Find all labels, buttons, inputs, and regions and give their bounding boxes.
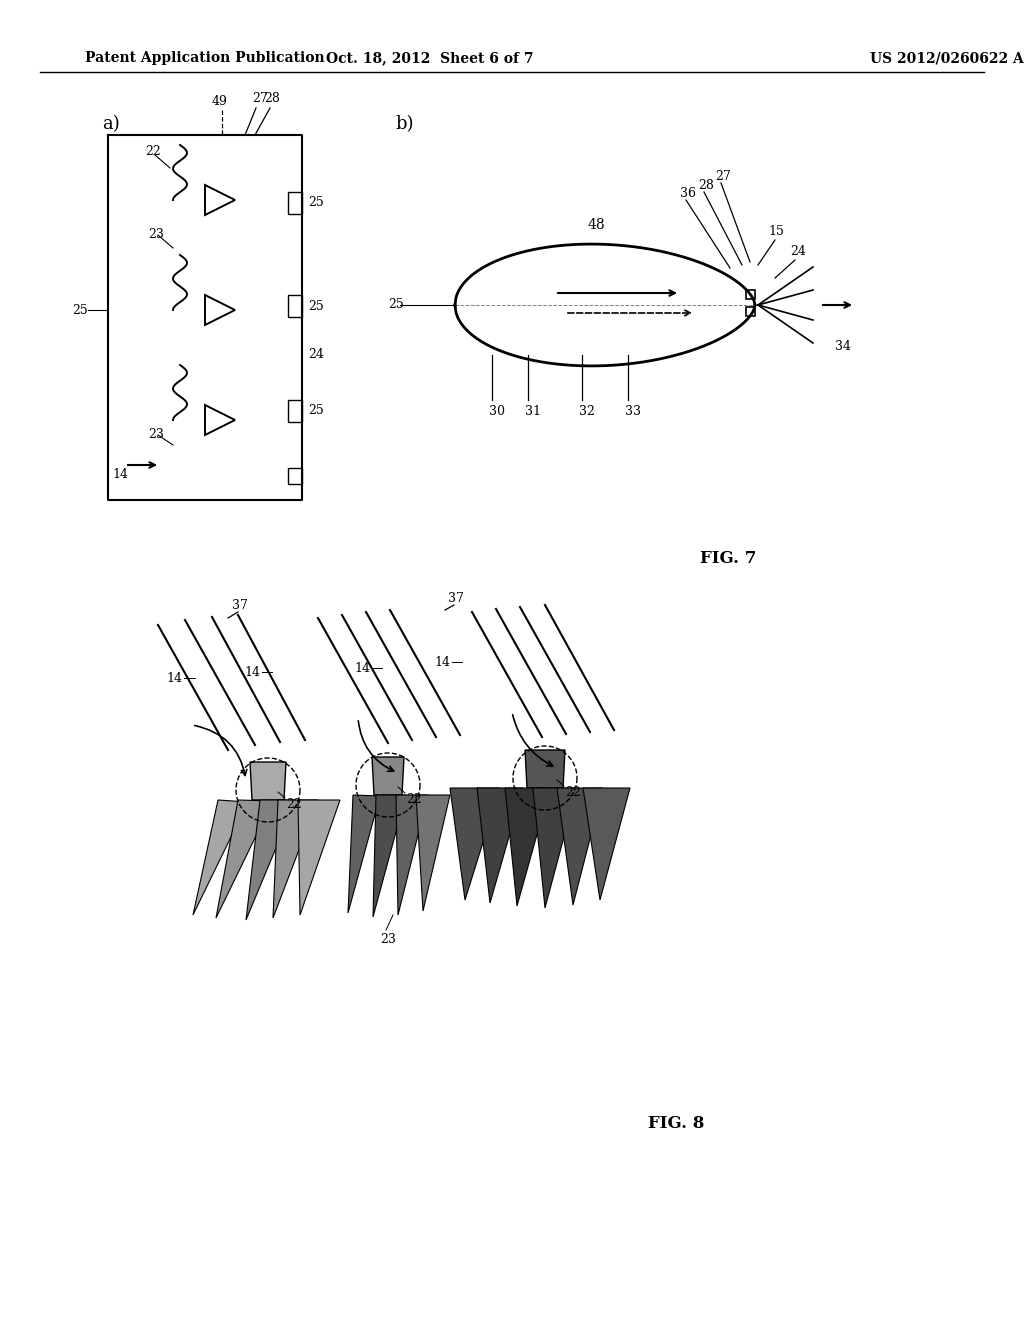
Text: Patent Application Publication: Patent Application Publication xyxy=(85,51,325,65)
Polygon shape xyxy=(273,800,318,917)
Text: 14: 14 xyxy=(434,656,450,668)
Polygon shape xyxy=(348,795,380,913)
Text: 24: 24 xyxy=(308,348,324,362)
Text: 27: 27 xyxy=(715,170,731,183)
Text: 34: 34 xyxy=(835,341,851,352)
Text: 30: 30 xyxy=(489,405,505,418)
Text: 22: 22 xyxy=(145,145,161,158)
Text: 22: 22 xyxy=(565,785,581,799)
Polygon shape xyxy=(372,756,404,795)
Polygon shape xyxy=(250,762,286,800)
Text: 14: 14 xyxy=(112,469,128,480)
Polygon shape xyxy=(373,795,406,917)
Bar xyxy=(288,294,302,317)
Text: 48: 48 xyxy=(587,218,605,232)
Polygon shape xyxy=(525,750,565,788)
Text: 14: 14 xyxy=(244,665,260,678)
Text: 25: 25 xyxy=(388,298,403,312)
Text: Oct. 18, 2012  Sheet 6 of 7: Oct. 18, 2012 Sheet 6 of 7 xyxy=(327,51,534,65)
Text: a): a) xyxy=(102,115,120,133)
Text: 22: 22 xyxy=(406,793,422,807)
Text: b): b) xyxy=(395,115,414,133)
Polygon shape xyxy=(246,800,296,920)
Text: 37: 37 xyxy=(449,591,464,605)
Text: 24: 24 xyxy=(790,246,806,257)
Text: 25: 25 xyxy=(308,197,324,210)
Bar xyxy=(746,308,755,315)
Bar xyxy=(288,469,302,484)
Text: 23: 23 xyxy=(148,428,164,441)
Polygon shape xyxy=(583,788,630,900)
Text: 33: 33 xyxy=(625,405,641,418)
Polygon shape xyxy=(216,800,273,917)
Text: 23: 23 xyxy=(148,228,164,242)
Bar xyxy=(746,289,755,298)
Polygon shape xyxy=(396,795,428,915)
Polygon shape xyxy=(450,788,500,900)
Polygon shape xyxy=(505,788,550,906)
Text: 37: 37 xyxy=(232,599,248,612)
Text: 49: 49 xyxy=(212,95,228,108)
Text: 25: 25 xyxy=(72,304,88,317)
Text: 28: 28 xyxy=(698,180,714,191)
Text: 23: 23 xyxy=(380,933,396,946)
Text: 36: 36 xyxy=(680,187,696,201)
Text: 22: 22 xyxy=(286,799,302,810)
Text: 27: 27 xyxy=(252,92,267,106)
Text: 15: 15 xyxy=(768,224,784,238)
Text: 28: 28 xyxy=(264,92,280,106)
Polygon shape xyxy=(534,788,577,908)
Text: 31: 31 xyxy=(525,405,541,418)
Polygon shape xyxy=(193,800,248,915)
Text: US 2012/0260622 A1: US 2012/0260622 A1 xyxy=(870,51,1024,65)
Text: FIG. 8: FIG. 8 xyxy=(648,1115,705,1133)
Text: 14: 14 xyxy=(354,661,370,675)
Polygon shape xyxy=(557,788,603,906)
Text: FIG. 7: FIG. 7 xyxy=(700,550,757,568)
Text: 25: 25 xyxy=(308,301,324,314)
Polygon shape xyxy=(298,800,340,915)
Text: 32: 32 xyxy=(579,405,595,418)
Polygon shape xyxy=(477,788,523,903)
Polygon shape xyxy=(416,795,450,911)
Bar xyxy=(288,191,302,214)
Text: 14: 14 xyxy=(166,672,182,685)
Bar xyxy=(288,400,302,422)
Text: 25: 25 xyxy=(308,404,324,417)
